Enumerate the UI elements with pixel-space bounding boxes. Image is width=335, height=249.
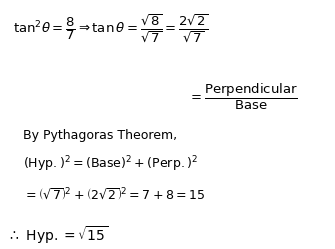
Text: $= \dfrac{\mathrm{Perpendicular}}{\mathrm{Base}}$: $= \dfrac{\mathrm{Perpendicular}}{\mathr… [188,82,297,112]
Text: $\therefore\ \mathrm{Hyp.} = \sqrt{15}$: $\therefore\ \mathrm{Hyp.} = \sqrt{15}$ [7,224,108,246]
Text: $= \left(\sqrt{7}\right)^{\!2} + \left(2\sqrt{2}\right)^{\!2} = 7 + 8 = 15$: $= \left(\sqrt{7}\right)^{\!2} + \left(2… [23,187,206,203]
Text: $(\mathrm{Hyp.})^2 = (\mathrm{Base})^2 + (\mathrm{Perp.})^2$: $(\mathrm{Hyp.})^2 = (\mathrm{Base})^2 +… [23,154,199,174]
Text: By Pythagoras Theorem,: By Pythagoras Theorem, [23,129,178,142]
Text: $\tan^2\!\theta = \dfrac{8}{7} \Rightarrow \tan\theta = \dfrac{\sqrt{8}}{\sqrt{7: $\tan^2\!\theta = \dfrac{8}{7} \Rightarr… [13,12,209,45]
